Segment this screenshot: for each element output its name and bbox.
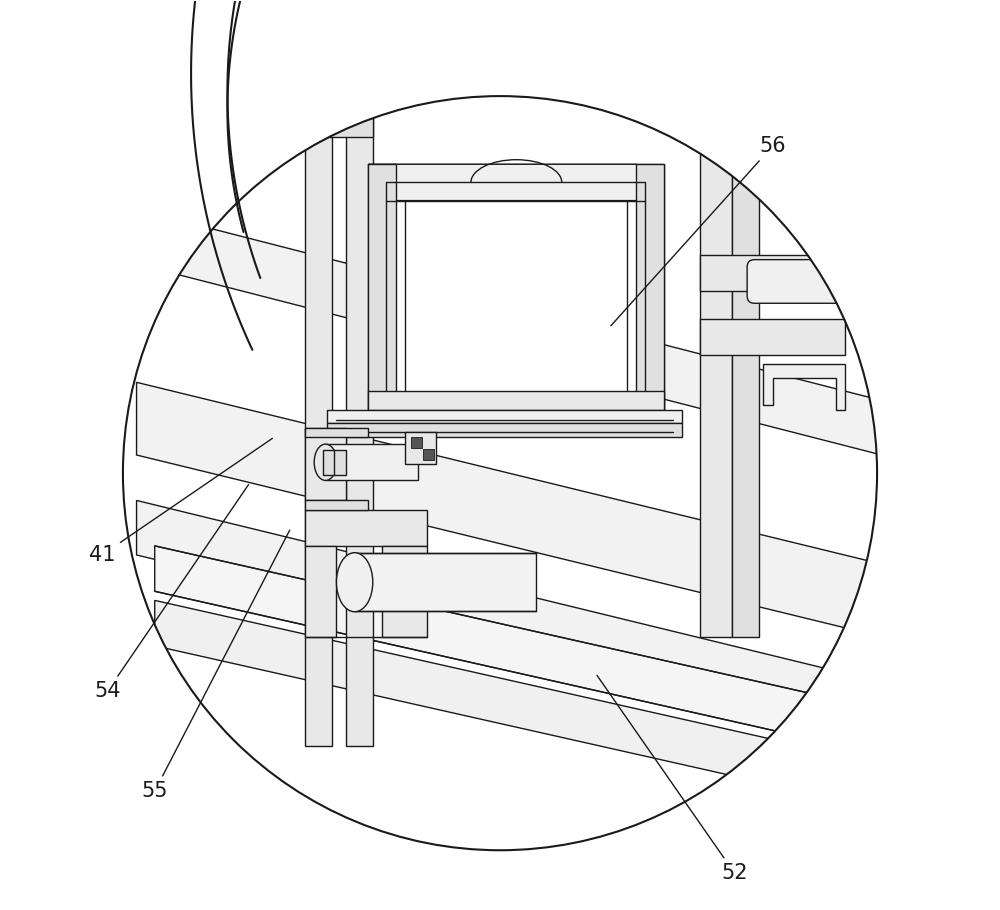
Text: 56: 56 (611, 136, 786, 326)
Polygon shape (327, 423, 682, 437)
Polygon shape (346, 110, 373, 746)
Polygon shape (382, 546, 427, 637)
Polygon shape (305, 110, 373, 137)
Text: 54: 54 (94, 484, 249, 702)
Circle shape (123, 96, 877, 850)
Polygon shape (326, 444, 418, 480)
Polygon shape (305, 428, 368, 437)
Polygon shape (137, 501, 882, 737)
Polygon shape (636, 164, 664, 410)
Polygon shape (155, 546, 882, 754)
Text: 55: 55 (141, 531, 290, 801)
Polygon shape (305, 546, 336, 637)
Polygon shape (305, 428, 346, 501)
Bar (411, 437, 422, 448)
Polygon shape (327, 410, 682, 423)
Polygon shape (173, 218, 882, 455)
Polygon shape (305, 501, 368, 510)
Ellipse shape (314, 444, 337, 480)
Polygon shape (155, 601, 882, 809)
Polygon shape (323, 450, 346, 475)
Polygon shape (305, 110, 332, 746)
Polygon shape (355, 553, 536, 612)
Polygon shape (700, 318, 845, 355)
Polygon shape (368, 164, 664, 410)
Polygon shape (763, 364, 845, 410)
Polygon shape (305, 510, 427, 546)
Bar (423, 449, 434, 460)
Polygon shape (368, 164, 664, 200)
Ellipse shape (336, 552, 373, 612)
Text: 41: 41 (89, 439, 272, 565)
Polygon shape (368, 164, 396, 410)
Polygon shape (700, 137, 732, 637)
Polygon shape (368, 391, 664, 410)
FancyBboxPatch shape (747, 259, 871, 303)
Polygon shape (700, 255, 845, 291)
Polygon shape (732, 137, 759, 637)
Polygon shape (405, 432, 436, 464)
Text: 52: 52 (597, 675, 748, 883)
Polygon shape (137, 382, 882, 637)
